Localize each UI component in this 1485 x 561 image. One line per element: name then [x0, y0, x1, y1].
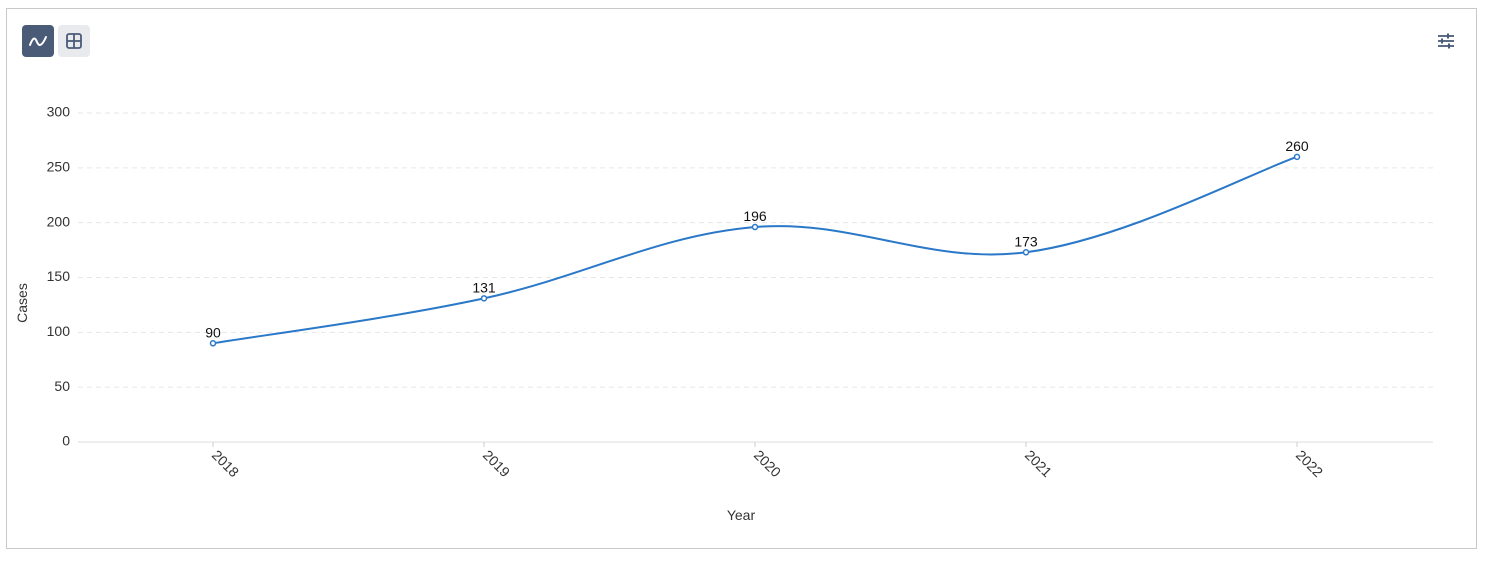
data-point[interactable] [480, 295, 488, 302]
data-point[interactable] [1293, 153, 1301, 161]
y-axis-ticks: 0 50 100 150 200 250 300 [47, 104, 71, 449]
series-line [212, 155, 1298, 345]
y-tick-label: 0 [62, 433, 70, 449]
data-points[interactable] [209, 153, 1301, 347]
y-tick-label: 200 [47, 213, 71, 229]
data-label: 131 [472, 279, 496, 295]
x-tick-label: 2022 [1293, 447, 1326, 480]
grid-lines [78, 112, 1433, 443]
x-tick-label: 2019 [480, 447, 513, 480]
line-chart-view-button[interactable] [22, 25, 54, 57]
x-tick-label: 2020 [751, 447, 784, 480]
y-axis-title: Cases [14, 283, 30, 323]
data-point[interactable] [209, 340, 217, 347]
data-labels: 90 131 196 173 260 [205, 138, 1309, 340]
table-grid-icon [66, 33, 82, 49]
y-tick-label: 150 [47, 268, 71, 284]
data-label: 260 [1285, 138, 1309, 154]
x-tick-label: 2018 [209, 447, 242, 480]
data-point[interactable] [1022, 249, 1030, 256]
data-label: 173 [1014, 233, 1038, 249]
sliders-icon [1438, 33, 1454, 49]
x-axis-title: Year [727, 507, 756, 523]
line-chart-icon [29, 36, 47, 46]
y-tick-label: 100 [47, 323, 71, 339]
y-tick-label: 300 [47, 104, 71, 120]
chart-panel [6, 8, 1477, 549]
x-tick-label: 2021 [1022, 447, 1055, 480]
y-tick-label: 50 [54, 378, 70, 394]
data-label: 90 [205, 324, 221, 340]
x-axis-ticks: 2018 2019 2020 2021 2022 [209, 442, 1326, 480]
data-point[interactable] [751, 223, 759, 231]
y-tick-label: 250 [47, 159, 71, 175]
data-label: 196 [743, 208, 767, 224]
table-view-button[interactable] [58, 25, 90, 57]
chart-settings-button[interactable] [1434, 29, 1458, 53]
